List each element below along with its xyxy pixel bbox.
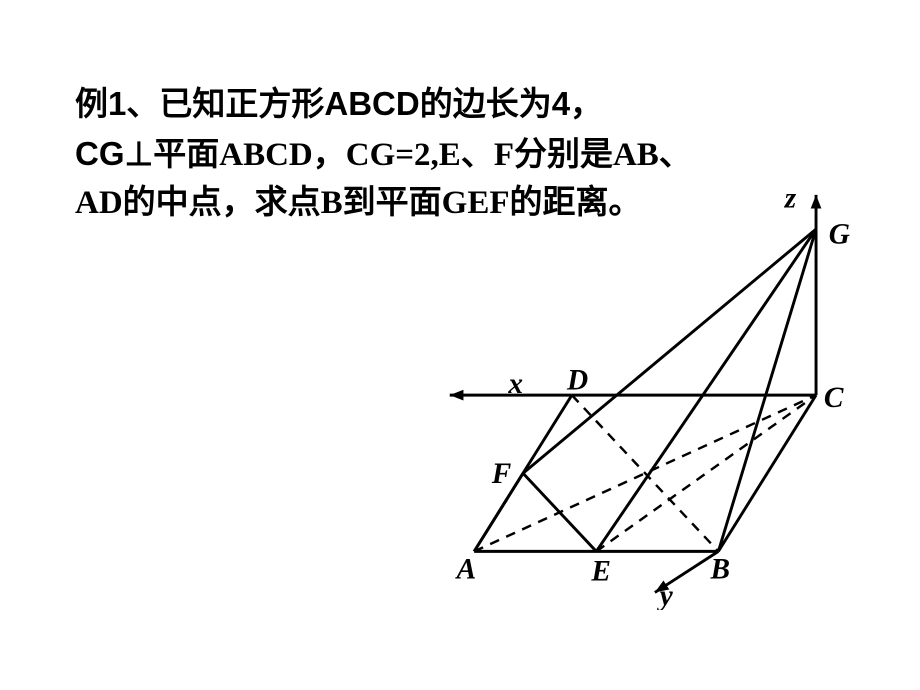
geometry-diagram: A B C D E F Gx y z — [410, 190, 890, 610]
text-segment: ⊥平面ABCD，CG=2,E、F分别是AB、 — [125, 137, 692, 173]
svg-text:A: A — [455, 554, 477, 586]
svg-text:z: z — [784, 190, 797, 215]
text-segment: 例 — [75, 87, 108, 123]
svg-text:C: C — [824, 382, 844, 414]
page: 例1、已知正方形ABCD的边长为4， CG⊥平面ABCD，CG=2,E、F分别是… — [0, 0, 920, 690]
text-segment: ， — [570, 87, 603, 123]
svg-text:E: E — [590, 556, 611, 588]
text-segment: ABCD — [324, 85, 419, 122]
diagram-svg: A B C D E F Gx y z — [410, 190, 890, 610]
svg-text:y: y — [657, 580, 674, 610]
text-segment: 4 — [552, 85, 570, 122]
text-segment: 、已知正方形 — [126, 87, 324, 123]
svg-text:D: D — [566, 364, 588, 396]
svg-text:x: x — [507, 368, 523, 400]
svg-text:B: B — [710, 554, 731, 586]
svg-text:F: F — [491, 458, 512, 490]
problem-line-2: CG⊥平面ABCD，CG=2,E、F分别是AB、 — [75, 130, 875, 180]
svg-text:G: G — [829, 219, 850, 251]
text-segment: 1 — [108, 85, 126, 122]
text-segment: 的边长为 — [420, 87, 552, 123]
problem-line-1: 例1、已知正方形ABCD的边长为4， — [75, 80, 875, 130]
text-segment: CG — [75, 135, 125, 172]
